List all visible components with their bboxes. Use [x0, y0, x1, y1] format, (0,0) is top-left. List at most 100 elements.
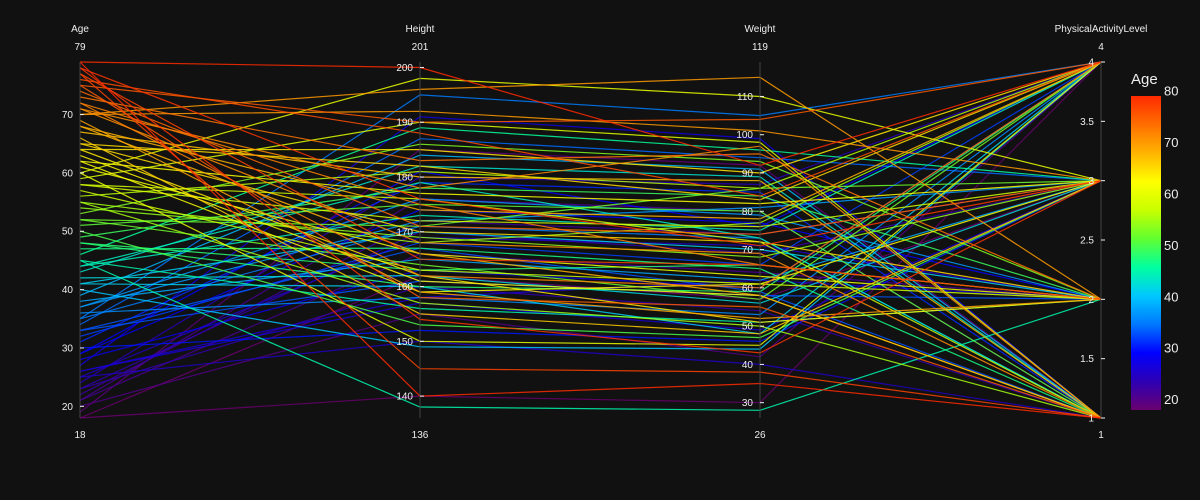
tick-label: 190	[396, 118, 413, 129]
record-line	[79, 61, 1102, 197]
tick-label: 4	[1088, 58, 1094, 69]
record-line	[79, 181, 1102, 419]
record-line	[79, 121, 1102, 419]
record-line	[79, 119, 1102, 320]
colorbar-scale	[1131, 96, 1161, 410]
record-line	[79, 76, 1102, 300]
axis-max-label: 4	[1098, 42, 1104, 53]
record-line	[79, 253, 1102, 402]
colorbar-tick-label: 40	[1164, 289, 1178, 304]
axis-title: PhysicalActivityLevel	[1055, 24, 1148, 35]
tick-label: 40	[742, 360, 754, 371]
record-line	[79, 189, 1102, 300]
record-line	[79, 259, 1102, 411]
tick-label: 1	[1088, 414, 1094, 425]
tick-label: 60	[742, 283, 754, 294]
record-line	[79, 131, 1102, 419]
axis-title: Weight	[745, 24, 776, 35]
record-line	[79, 84, 1102, 419]
tick-label: 180	[396, 173, 413, 184]
axis-min-label: 26	[754, 430, 766, 441]
record-line	[79, 180, 1102, 390]
record-line	[79, 96, 1102, 300]
record-line	[79, 61, 1102, 289]
record-line	[79, 148, 1102, 323]
tick-label: 70	[742, 245, 754, 256]
record-line	[79, 61, 1102, 346]
record-line	[79, 61, 1102, 335]
record-line	[79, 138, 1102, 326]
record-line	[79, 247, 1102, 419]
axis-title: Height	[406, 24, 435, 35]
tick-label: 50	[742, 322, 754, 333]
record-line	[79, 73, 1102, 419]
tick-label: 110	[737, 92, 753, 103]
axis-physicalactivitylevel: PhysicalActivityLevel 4 11 1.5 2 2.5 3 3.5 4	[1055, 24, 1148, 441]
record-line	[79, 143, 1102, 300]
record-line	[79, 61, 1102, 419]
record-line	[79, 340, 1102, 419]
colorbar-tick-label: 20	[1164, 392, 1178, 407]
record-line	[79, 180, 1102, 372]
record-line	[79, 108, 1102, 419]
record-line	[79, 166, 1102, 300]
tick-label: 2	[1088, 295, 1094, 306]
tick-label: 3.5	[1080, 117, 1094, 128]
record-line	[79, 181, 1102, 419]
record-line	[79, 61, 1102, 167]
axis-min-label: 18	[74, 430, 86, 441]
record-line	[79, 231, 1102, 300]
record-line	[79, 160, 1102, 205]
axes: Age7918203040506070Height201136140150160…	[62, 24, 1148, 441]
record-line	[79, 61, 1102, 197]
record-line	[79, 61, 1102, 123]
axis-weight: Weight 119 26 30 40 50 60 70 80 90 100 110	[736, 24, 775, 441]
record-line	[79, 143, 1102, 300]
colorbar-tick-label: 30	[1164, 341, 1178, 356]
tick-label: 200	[396, 63, 413, 74]
tick-label: 160	[396, 282, 413, 293]
tick-label: 150	[396, 337, 413, 348]
colorbar-tick-label: 50	[1164, 238, 1178, 253]
record-lines	[79, 61, 1102, 419]
record-line	[79, 125, 1102, 419]
record-line	[79, 61, 1102, 220]
axis-age: Age 79 18 20 30 40 50 60 70	[62, 24, 89, 441]
record-line	[79, 77, 1102, 182]
record-line	[79, 61, 1102, 174]
record-line	[79, 61, 1102, 293]
axis-height: Height 201 136 140 150 160 170 180 190 200	[396, 24, 434, 441]
axis-max-label: 119	[752, 42, 768, 53]
tick-label: 2.5	[1080, 236, 1094, 247]
tick-label: 40	[62, 285, 74, 296]
colorbar-tick-label: 80	[1164, 83, 1178, 98]
tick-label: 80	[742, 207, 754, 218]
tick-label: 3	[1088, 176, 1094, 187]
record-line	[79, 61, 1102, 350]
colorbar: Age 20 30 40 50 60 70 80	[1131, 71, 1178, 410]
tick-label: 60	[62, 168, 74, 179]
record-line	[79, 165, 1102, 419]
record-line	[79, 137, 1102, 335]
tick-label: 70	[62, 110, 74, 121]
colorbar-tick-label: 60	[1164, 186, 1178, 201]
tick-label: 140	[396, 392, 413, 403]
record-line	[79, 90, 1102, 235]
axis-min-label: 1	[1098, 430, 1104, 441]
tick-label: 90	[742, 169, 754, 180]
record-line	[79, 61, 1102, 244]
tick-label: 100	[736, 130, 753, 141]
tick-label: 1.5	[1080, 354, 1094, 365]
record-line	[79, 67, 1102, 354]
record-line	[79, 67, 1102, 247]
colorbar-tick-label: 70	[1164, 135, 1178, 150]
tick-label: 50	[62, 227, 74, 238]
axis-title: Age	[71, 24, 89, 35]
axis-max-label: 201	[412, 42, 429, 53]
colorbar-title: Age	[1131, 71, 1158, 88]
axis-min-label: 136	[412, 430, 429, 441]
tick-label: 170	[396, 227, 413, 238]
axis-max-label: 79	[74, 42, 86, 53]
tick-label: 30	[62, 343, 74, 354]
